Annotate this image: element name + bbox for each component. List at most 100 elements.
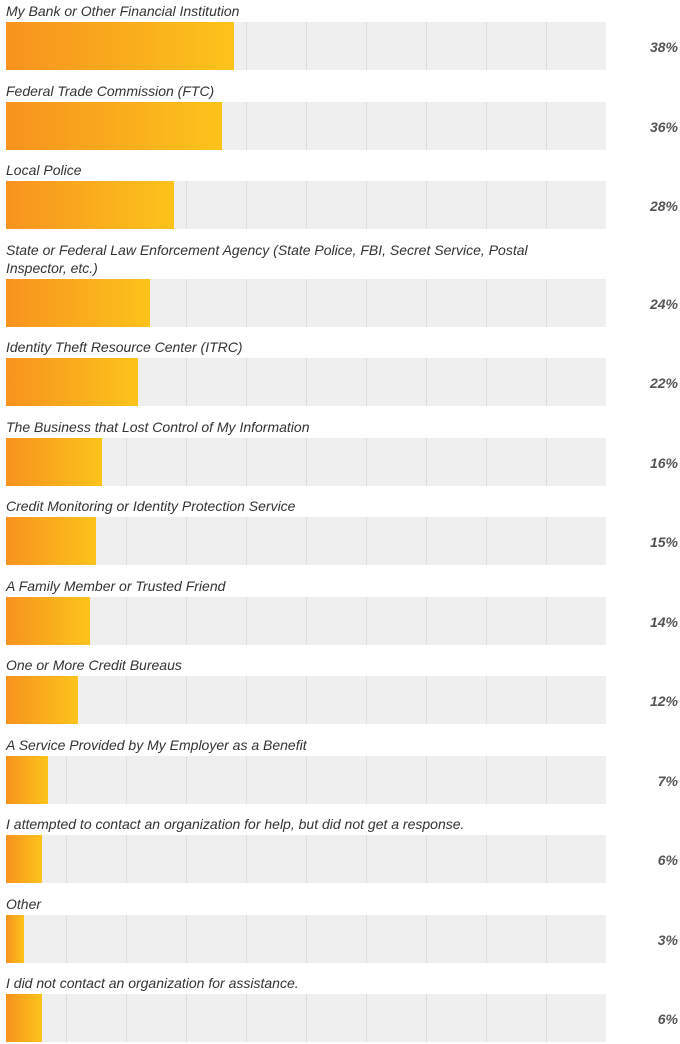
value-label: 15% xyxy=(649,534,678,550)
grid-line xyxy=(486,101,487,150)
bar xyxy=(6,517,96,565)
category-label: The Business that Lost Control of My Inf… xyxy=(6,418,310,435)
bar-track xyxy=(6,994,606,1042)
bar-row: Identity Theft Resource Center (ITRC) 22% xyxy=(0,336,680,406)
bar xyxy=(6,835,42,883)
grid-line xyxy=(426,517,427,565)
bar-row: A Family Member or Trusted Friend 14% xyxy=(0,575,680,645)
grid-line xyxy=(126,437,127,486)
bar-track xyxy=(6,101,606,150)
bar-track xyxy=(6,676,606,724)
bar-track xyxy=(6,358,606,406)
grid-line xyxy=(426,755,427,804)
bar xyxy=(6,22,234,70)
grid-line xyxy=(246,22,247,70)
category-label: Federal Trade Commission (FTC) xyxy=(6,82,215,99)
bar-row: Credit Monitoring or Identity Protection… xyxy=(0,495,680,565)
grid-line xyxy=(426,596,427,645)
bar-track xyxy=(6,914,606,963)
grid-line xyxy=(66,755,67,804)
value-label: 36% xyxy=(649,118,678,135)
grid-line xyxy=(246,278,247,327)
bar xyxy=(6,596,90,645)
grid-line xyxy=(366,517,367,565)
grid-line xyxy=(306,181,307,229)
bar xyxy=(6,676,78,724)
bar xyxy=(6,278,150,327)
bar-track xyxy=(6,517,606,565)
grid-line xyxy=(306,994,307,1042)
grid-line xyxy=(246,994,247,1042)
grid-line xyxy=(486,358,487,406)
grid-line xyxy=(306,278,307,327)
grid-line xyxy=(186,358,187,406)
category-label: Local Police xyxy=(6,162,82,178)
value-label: 22% xyxy=(649,375,678,391)
bar-row: A Service Provided by My Employer as a B… xyxy=(0,734,680,804)
category-label: Credit Monitoring or Identity Protection… xyxy=(6,498,296,514)
value-label: 12% xyxy=(649,693,678,709)
grid-line xyxy=(126,755,127,804)
grid-line xyxy=(246,181,247,229)
bar-track xyxy=(6,181,606,229)
grid-line xyxy=(126,914,127,963)
bar-track xyxy=(6,22,606,70)
bar-row: Local Police 28% xyxy=(0,159,680,229)
bar-row: Other 3% xyxy=(0,893,680,963)
grid-line xyxy=(306,676,307,724)
grid-line xyxy=(486,437,487,486)
grid-line xyxy=(126,676,127,724)
grid-line xyxy=(246,914,247,963)
grid-line xyxy=(186,914,187,963)
grid-line xyxy=(486,755,487,804)
grid-line xyxy=(366,181,367,229)
value-label: 7% xyxy=(657,772,678,789)
bar-row: I attempted to contact an organization f… xyxy=(0,813,680,883)
grid-line xyxy=(546,437,547,486)
bar-track xyxy=(6,437,606,486)
grid-line xyxy=(366,596,367,645)
grid-line xyxy=(366,994,367,1042)
bar xyxy=(6,101,222,150)
category-label: My Bank or Other Financial Institution xyxy=(6,3,240,19)
grid-line xyxy=(126,994,127,1042)
grid-line xyxy=(186,676,187,724)
grid-line xyxy=(306,596,307,645)
bar-row: Federal Trade Commission (FTC) 36% xyxy=(0,80,680,150)
grid-line xyxy=(66,835,67,883)
grid-line xyxy=(546,676,547,724)
grid-line xyxy=(366,358,367,406)
grid-line xyxy=(546,278,547,327)
grid-line xyxy=(246,437,247,486)
grid-line xyxy=(426,22,427,70)
grid-line xyxy=(126,517,127,565)
grid-line xyxy=(306,517,307,565)
grid-line xyxy=(366,914,367,963)
grid-line xyxy=(306,22,307,70)
grid-line xyxy=(366,101,367,150)
grid-line xyxy=(246,835,247,883)
bar xyxy=(6,181,174,229)
bar xyxy=(6,914,24,963)
grid-line xyxy=(546,181,547,229)
bar xyxy=(6,358,138,406)
grid-line xyxy=(366,437,367,486)
category-label: State or Federal Law Enforcement Agency … xyxy=(6,241,528,276)
grid-line xyxy=(246,358,247,406)
grid-line xyxy=(246,676,247,724)
value-label: 24% xyxy=(649,295,678,312)
bar-row: The Business that Lost Control of My Inf… xyxy=(0,416,680,486)
grid-line xyxy=(246,596,247,645)
grid-line xyxy=(366,835,367,883)
grid-line xyxy=(306,835,307,883)
category-label: I attempted to contact an organization f… xyxy=(6,816,465,832)
category-label: I did not contact an organization for as… xyxy=(6,975,299,991)
category-label: Identity Theft Resource Center (ITRC) xyxy=(6,339,243,355)
grid-line xyxy=(426,914,427,963)
grid-line xyxy=(186,517,187,565)
grid-line xyxy=(306,101,307,150)
grid-line xyxy=(66,994,67,1042)
grid-line xyxy=(486,517,487,565)
grid-line xyxy=(546,596,547,645)
